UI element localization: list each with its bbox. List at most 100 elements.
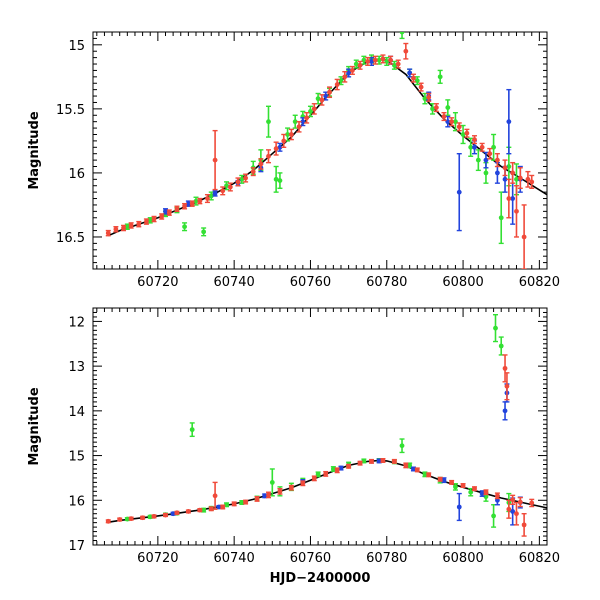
point-marker [437,476,443,482]
point-marker [483,494,489,500]
point-marker [182,224,187,230]
point-marker [208,193,214,199]
y-tick-label: 13 [68,360,85,375]
data-point [357,60,363,70]
point-marker [445,119,451,125]
data-point [441,112,447,122]
point-marker [460,132,466,137]
point-marker [262,493,268,499]
data-point [277,142,283,152]
data-point [380,457,386,463]
point-marker [266,119,271,125]
point-marker [529,179,535,185]
point-marker [449,479,455,485]
point-marker [300,119,306,125]
point-marker [315,471,321,477]
point-marker [407,70,413,76]
data-point [492,314,498,343]
point-marker [483,157,489,163]
data-point [189,200,195,207]
point-marker [422,96,428,102]
point-marker [128,516,134,522]
data-point [460,124,466,145]
data-point [265,105,271,138]
point-marker [495,170,500,176]
data-point [334,467,340,474]
x-tick-label: 60820 [519,551,560,566]
point-marker [380,56,386,62]
point-marker [483,489,489,495]
data-point [361,55,367,65]
data-point [151,513,157,519]
point-marker [258,161,264,167]
point-marker [315,96,321,102]
point-marker [502,365,508,371]
data-point [197,507,203,513]
point-marker [182,203,187,209]
data-point [449,117,455,127]
point-marker [159,214,165,219]
point-marker [327,89,332,95]
point-marker [502,408,508,414]
data-point [403,42,409,60]
data-point [357,460,363,466]
point-marker [342,74,348,80]
point-marker [510,170,516,176]
point-marker [189,201,195,207]
data-point [220,504,226,510]
point-marker [147,217,153,223]
point-marker [338,465,344,471]
data-point [506,499,512,519]
point-marker [510,196,516,201]
data-point [243,499,249,505]
point-marker [514,176,519,182]
data-point [349,65,355,75]
data-point [319,94,325,106]
data-point [250,167,256,177]
point-marker [472,137,477,143]
data-point [185,509,191,514]
point-marker [266,153,271,159]
point-marker [468,144,474,150]
point-marker [449,119,455,125]
point-marker [498,215,504,221]
data-point [517,496,523,508]
data-point [288,128,294,141]
point-marker [239,500,245,505]
data-point [372,55,378,65]
data-point [380,54,386,64]
data-point [479,490,485,497]
point-marker [121,225,126,231]
data-point [445,99,451,116]
point-marker [468,489,474,495]
point-marker [227,184,233,190]
point-marker [140,515,145,521]
point-marker [506,164,512,169]
data-point [513,501,519,526]
data-point [273,141,279,156]
x-tick-label: 60820 [519,275,560,290]
data-point [174,205,180,213]
point-marker [376,458,382,464]
point-marker [281,138,287,144]
point-marker [491,513,496,519]
data-point [521,512,527,537]
point-marker [433,105,439,110]
point-marker [361,57,367,63]
point-marker [521,522,527,528]
data-point [212,129,218,191]
point-marker [418,84,424,90]
point-marker [464,130,470,136]
data-point [479,142,485,152]
point-marker [517,175,523,181]
data-point [254,496,260,502]
point-marker [445,105,451,110]
point-marker [288,485,294,491]
point-marker [495,157,500,163]
point-marker [361,458,367,464]
y-tick-label: 14 [68,405,85,420]
point-marker [453,484,458,490]
data-point [212,481,218,510]
point-marker [495,493,500,499]
point-marker [407,463,413,468]
